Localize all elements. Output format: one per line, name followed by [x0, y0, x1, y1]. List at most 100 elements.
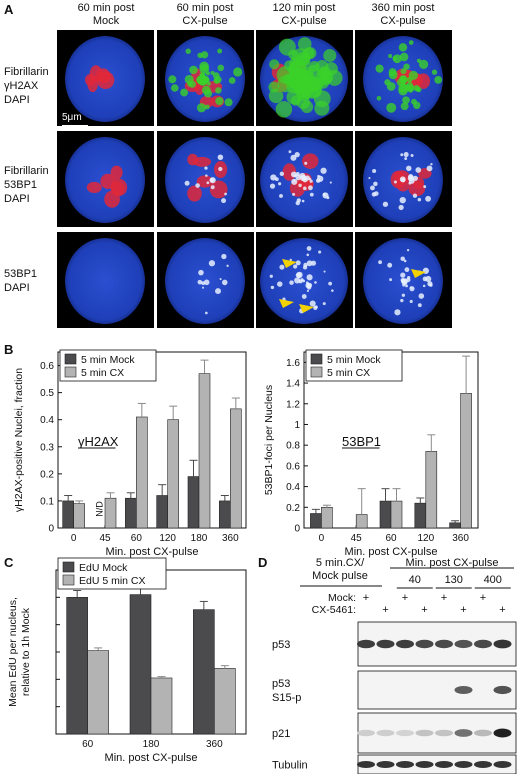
- arrowhead-icon: [279, 299, 294, 308]
- 53bp1-focus: [269, 274, 273, 278]
- legend-box: [57, 557, 167, 590]
- 53bp1-focus: [331, 289, 334, 292]
- 53bp1-focus: [296, 271, 303, 279]
- 53bp1-focus: [202, 286, 205, 289]
- y-tick-label: 0.2: [286, 503, 300, 514]
- bar: [66, 597, 88, 735]
- blot-strip: [357, 621, 517, 667]
- y-tick-label: 0.3: [40, 442, 54, 453]
- y-tick-label: 0.6: [286, 461, 300, 472]
- column-title-1: 60 min post Mock: [77, 2, 135, 27]
- 53bp1-focus: [370, 185, 375, 191]
- bar: [390, 500, 403, 529]
- y-tick-label: 0.1: [40, 496, 54, 507]
- bar: [125, 497, 137, 529]
- 53bp1-focus: [399, 196, 406, 204]
- 53bp1-focus: [430, 162, 433, 166]
- blot-label: S15-p: [272, 692, 301, 704]
- x-tick-label: 180: [191, 533, 208, 544]
- y-tick-label: 0.8: [286, 441, 300, 452]
- gh2ax-spot: [200, 51, 209, 59]
- gh2ax-spot: [215, 96, 224, 106]
- gh2ax-spot: [431, 69, 438, 75]
- 53bp1-focus: [295, 172, 300, 176]
- treatment-label: CX-5461:: [312, 604, 356, 616]
- legend-label: EdU Mock: [79, 562, 128, 574]
- band: [454, 761, 473, 768]
- 53bp1-focus: [290, 154, 297, 161]
- legend-swatch: [62, 561, 75, 573]
- 53bp1-focus: [400, 278, 405, 283]
- blot-label: p21: [272, 728, 290, 740]
- 53bp1-focus: [368, 177, 371, 180]
- y-axis-label: relative to 1h Mock: [20, 607, 32, 696]
- gh2ax-spot: [398, 43, 408, 52]
- blot-header-left: 5 min.CX/Mock pulse: [312, 557, 368, 582]
- bar: [425, 451, 438, 529]
- 53bp1-focus: [295, 174, 302, 181]
- 53bp1-focus: [215, 288, 222, 295]
- bar: [187, 476, 200, 529]
- row-label-2: Fibrillarin 53BP1 DAPI: [4, 165, 49, 205]
- band: [415, 761, 434, 768]
- gh2ax-spot: [302, 47, 315, 60]
- 53bp1-focus: [394, 309, 401, 316]
- 53bp1-focus: [306, 260, 313, 267]
- band: [376, 639, 395, 649]
- 53bp1-focus: [291, 178, 298, 185]
- gh2ax-spot: [326, 69, 343, 86]
- 53bp1-focus: [219, 278, 222, 281]
- bar: [136, 416, 148, 529]
- nucleolus: [86, 181, 102, 194]
- gh2ax-spot: [323, 49, 337, 63]
- gh2ax-spot: [408, 40, 414, 45]
- band: [454, 729, 473, 737]
- gh2ax-spot: [288, 49, 299, 60]
- gh2ax-spot: [388, 53, 393, 59]
- gh2ax-spot: [399, 52, 409, 62]
- x-tick-label: 45: [99, 533, 111, 544]
- panel-label-b: B: [4, 342, 14, 357]
- nucleolus: [104, 190, 120, 208]
- 53bp1-focus: [400, 298, 404, 303]
- panel-label-d: D: [258, 555, 268, 570]
- bar: [449, 522, 461, 529]
- timepoint-label: 130: [445, 574, 463, 586]
- band: [435, 729, 453, 737]
- 53bp1-focus: [306, 253, 310, 257]
- bar: [104, 497, 117, 529]
- band: [415, 639, 434, 649]
- treatment-sign: +: [460, 604, 466, 616]
- bar: [414, 502, 427, 529]
- bar: [150, 677, 173, 735]
- gh2ax-spot: [210, 70, 215, 75]
- x-tick-label: 60: [131, 533, 143, 544]
- band: [415, 729, 434, 737]
- 53bp1-focus: [221, 279, 228, 286]
- 53bp1-focus: [300, 175, 307, 182]
- 53bp1-focus: [289, 258, 293, 262]
- micrograph-r3-c2: [157, 232, 254, 328]
- y-tick-label: 0: [48, 524, 54, 535]
- x-tick-label: 120: [159, 533, 176, 544]
- 53bp1-focus: [417, 197, 422, 202]
- y-axis-label: 53BP1-foci per Nucleus: [263, 385, 275, 495]
- nucleolus: [96, 71, 115, 90]
- band: [396, 729, 414, 737]
- 53bp1-focus: [295, 260, 301, 266]
- gh2ax-spot: [233, 67, 243, 77]
- 53bp1-focus: [403, 259, 407, 263]
- bar: [230, 408, 242, 529]
- timepoint-label: 400: [484, 574, 502, 586]
- 53bp1-focus: [315, 178, 321, 183]
- legend-swatch: [62, 574, 75, 586]
- 53bp1-focus: [217, 154, 224, 161]
- gh2ax-spot: [168, 75, 177, 84]
- blot-label: Tubulin: [272, 760, 308, 772]
- bar: [167, 419, 179, 529]
- 53bp1-focus: [373, 181, 378, 187]
- micrograph-r2-c4: [355, 131, 452, 227]
